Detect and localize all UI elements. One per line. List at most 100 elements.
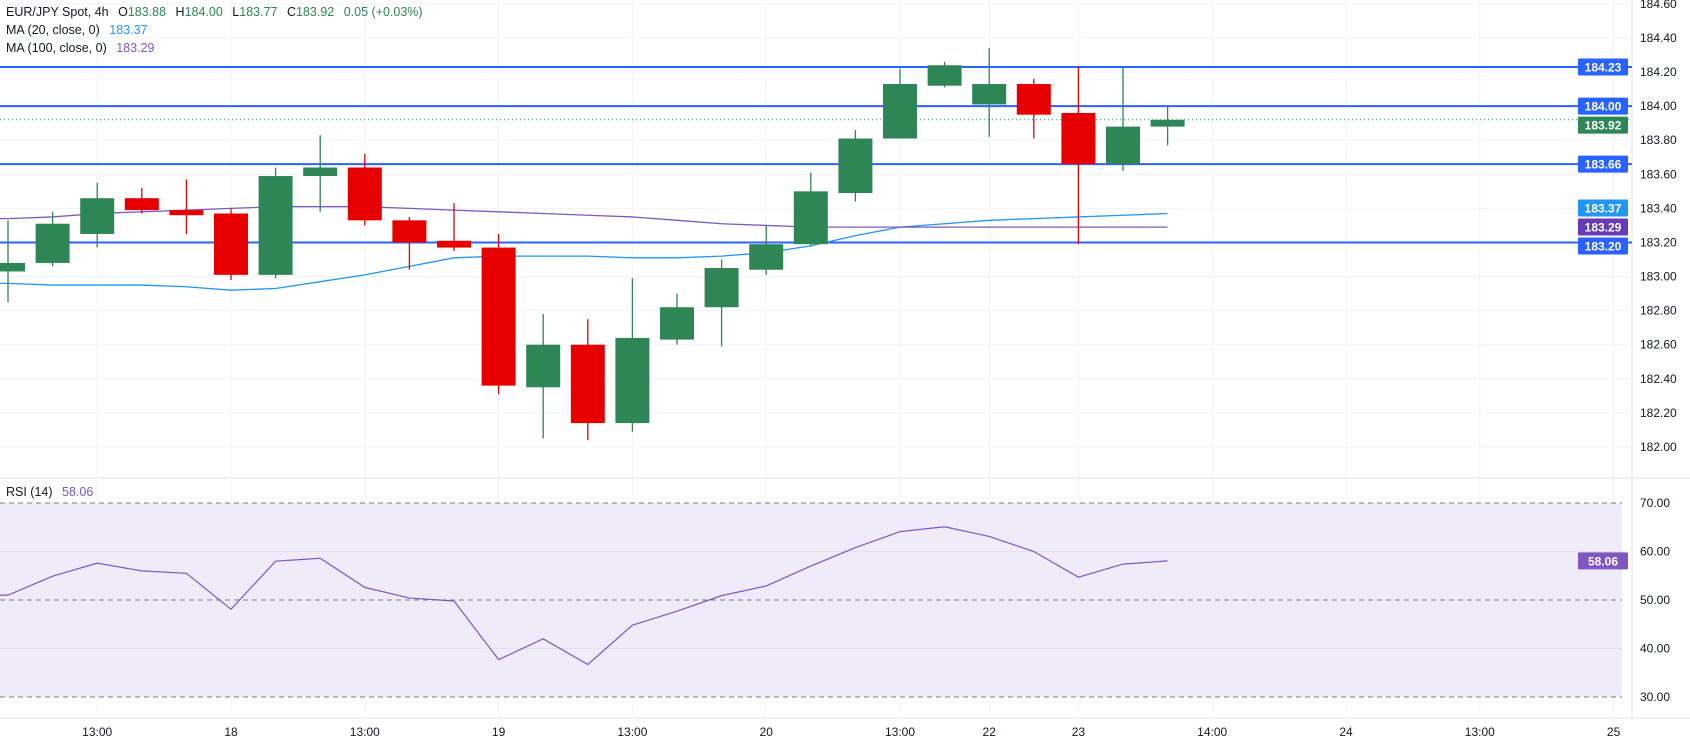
candle-body-up (704, 268, 739, 308)
price-tick-label: 183.60 (1640, 167, 1677, 181)
rsi-tick-label: 30.00 (1640, 690, 1670, 704)
candle-body-up (80, 198, 115, 234)
ma20-price-badge (1578, 199, 1628, 217)
price-tick-label: 182.00 (1640, 440, 1677, 454)
ma100-legend[interactable]: MA (100, close, 0) 183.29 (6, 41, 160, 56)
candle-body-down (1061, 112, 1096, 165)
time-tick-label: 13:00 (885, 725, 915, 739)
rsi-tick-label: 70.00 (1640, 496, 1670, 510)
time-tick-label: 13:00 (617, 725, 647, 739)
time-tick-label: 13:00 (82, 725, 112, 739)
price-axis[interactable]: 184.60 184.40 184.20 184.00 183.80 183.60 183.… (1640, 0, 1677, 454)
candle-body-up (0, 262, 25, 272)
moving-averages (0, 206, 1168, 291)
level-price-badge (1578, 237, 1628, 255)
symbol-title[interactable]: EUR/JPY Spot, 4h (6, 5, 109, 19)
rsi-value: 58.06 (62, 485, 94, 499)
price-tick-label: 183.20 (1640, 235, 1677, 249)
time-tick-label: 13:00 (350, 725, 380, 739)
candle-body-up (526, 344, 561, 388)
candle-body-up (883, 84, 917, 139)
ma20-price-badge-text: 183.37 (1585, 202, 1622, 216)
rsi-value-badge (1578, 552, 1628, 570)
time-tick-label: 20 (760, 725, 774, 739)
price-tick-label: 183.40 (1640, 201, 1677, 215)
level-price-badge (1578, 155, 1628, 173)
candle-body-up (35, 223, 70, 263)
last-price-badge (1578, 116, 1628, 134)
rsi-band (0, 502, 1622, 698)
ma100-value: 183.29 (116, 41, 155, 55)
time-tick-label: 13:00 (1465, 725, 1495, 739)
ohlc-low: L183.77 (232, 5, 278, 19)
level-price-badge-text: 184.23 (1585, 60, 1622, 74)
rsi-label: RSI (14) (6, 485, 53, 499)
candle-body-up (1150, 119, 1185, 127)
candle-body-up (615, 337, 650, 424)
level-price-badge-text: 183.20 (1585, 240, 1622, 254)
candle-body-down (124, 198, 159, 211)
rsi-legend[interactable]: RSI (14) 58.06 (6, 485, 99, 500)
rsi-tick-label: 40.00 (1640, 642, 1670, 656)
price-tick-label: 184.00 (1640, 99, 1677, 113)
ma20-legend[interactable]: MA (20, close, 0) 183.37 (6, 23, 154, 38)
ma100-label: MA (100, close, 0) (6, 41, 107, 55)
level-price-badge (1578, 58, 1628, 76)
candle-body-up (660, 307, 694, 340)
rsi-series-line (0, 526, 1168, 666)
time-tick-label: 25 (1607, 725, 1621, 739)
candle-body-down (1016, 84, 1051, 115)
rsi-tick-label: 60.00 (1640, 545, 1670, 559)
candle-body-down (392, 220, 427, 243)
price-tick-label: 182.60 (1640, 338, 1677, 352)
candles (0, 48, 1185, 441)
candle-body-up (838, 138, 873, 194)
level-price-badge-text: 183.66 (1585, 158, 1622, 172)
price-tick-label: 184.60 (1640, 0, 1677, 11)
ohlc-open: O183.88 (118, 5, 167, 19)
candle-body-down (570, 344, 605, 424)
ma100-line (0, 206, 1168, 228)
candle-body-up (972, 84, 1007, 105)
candle-body-down (214, 213, 248, 275)
level-price-badge (1578, 97, 1628, 115)
time-tick-label: 23 (1072, 725, 1086, 739)
price-tick-label: 184.40 (1640, 31, 1677, 45)
price-badges: 184.23 184.00 183.92 183.66 183.37 183.29 183.… (1578, 58, 1628, 570)
time-tick-label: 18 (224, 725, 238, 739)
price-tick-label: 182.20 (1640, 406, 1677, 420)
candle-body-down (169, 210, 204, 216)
time-tick-label: 22 (983, 725, 997, 739)
ohlc-change: 0.05 (+0.03%) (343, 5, 423, 19)
rsi-value-badge-text: 58.06 (1588, 554, 1618, 568)
candle-body-down (437, 240, 471, 248)
price-tick-label: 183.00 (1640, 270, 1677, 284)
time-tick-label: 24 (1339, 725, 1353, 739)
candle-body-up (793, 191, 828, 245)
last-price-badge-text: 183.92 (1585, 119, 1622, 133)
time-tick-label: 19 (492, 725, 506, 739)
rsi-axis[interactable]: 70.00 60.00 50.00 40.00 30.00 (1640, 496, 1670, 704)
price-tick-label: 184.20 (1640, 65, 1677, 79)
rsi-tick-label: 50.00 (1640, 593, 1670, 607)
candle-body-up (303, 167, 338, 177)
ma100-price-badge (1578, 218, 1628, 236)
candle-body-up (258, 176, 293, 275)
rsi-line (0, 526, 1168, 666)
price-tick-label: 182.80 (1640, 304, 1677, 318)
ohlc-high: H184.00 (175, 5, 223, 19)
candle-body-down (347, 167, 382, 221)
candle-body-down (481, 247, 516, 386)
price-tick-label: 183.80 (1640, 133, 1677, 147)
time-axis[interactable]: 13:00 18 13:00 19 13:00 20 13:00 22 23 14:00 24 13:… (82, 725, 1620, 739)
candle-body-up (927, 65, 962, 86)
symbol-legend: EUR/JPY Spot, 4h O183.88 H184.00 L183.77… (6, 5, 429, 20)
ma20-value: 183.37 (109, 23, 148, 37)
candle-body-up (749, 244, 784, 270)
time-tick-label: 14:00 (1197, 725, 1227, 739)
price-tick-label: 182.40 (1640, 372, 1677, 386)
candle-body-up (1106, 126, 1140, 165)
ma20-line (0, 212, 1168, 291)
ohlc-close: C183.92 (286, 5, 335, 19)
